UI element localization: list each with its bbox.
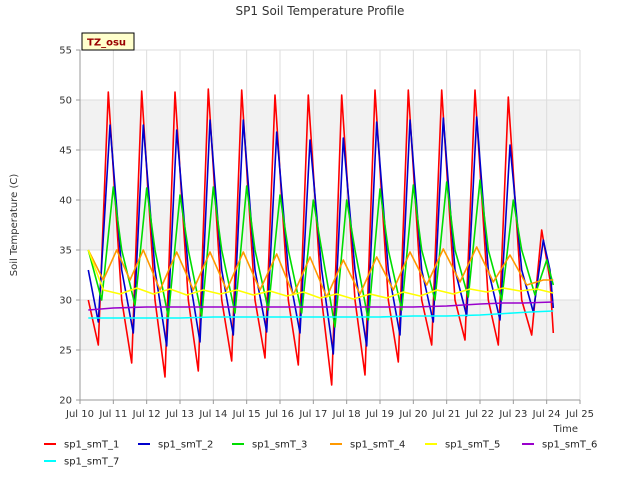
legend-label: sp1_smT_6 (542, 440, 597, 451)
legend-item-sp1_smT_2: sp1_smT_2 (138, 440, 213, 451)
x-tick-label: Jul 16 (265, 409, 294, 420)
series-line-sp1_smT_5 (87, 249, 554, 300)
legend-label: sp1_smT_7 (64, 457, 119, 468)
plot-band (80, 100, 580, 150)
legend-item-sp1_smT_6: sp1_smT_6 (522, 440, 597, 451)
legend: sp1_smT_1 sp1_smT_2 sp1_smT_3 sp1_smT_4 sp1_… (44, 440, 597, 468)
badge-text: TZ_osu (87, 38, 126, 49)
x-tick-label: Jul 11 (98, 409, 127, 420)
legend-label: sp1_smT_4 (350, 440, 405, 451)
series-layer (87, 88, 555, 386)
x-tick-label: Jul 19 (365, 409, 394, 420)
x-tick-label: Jul 12 (132, 409, 161, 420)
legend-label: sp1_smT_2 (158, 440, 213, 451)
legend-label: sp1_smT_3 (252, 440, 307, 451)
x-tick-label: Jul 10 (65, 409, 94, 420)
badge: TZ_osu (81, 32, 135, 51)
y-tick-label: 40 (59, 196, 72, 207)
y-tick-label: 55 (59, 46, 72, 57)
plot-band (80, 200, 580, 250)
x-tick-label: Jul 22 (465, 409, 494, 420)
x-tick-label: Jul 15 (232, 409, 261, 420)
x-tick-label: Jul 24 (532, 409, 561, 420)
series-line-sp1_smT_6 (88, 301, 554, 311)
x-tick-label: Jul 18 (332, 409, 361, 420)
legend-item-sp1_smT_1: sp1_smT_1 (44, 440, 119, 451)
x-tick-label: Jul 20 (398, 409, 427, 420)
legend-label: sp1_smT_1 (64, 440, 119, 451)
y-axis-title: Soil Temperature (C) (9, 174, 20, 277)
legend-item-sp1_smT_3: sp1_smT_3 (232, 440, 307, 451)
y-tick-label: 45 (59, 146, 72, 157)
y-tick-label: 30 (59, 296, 72, 307)
series-line-sp1_smT_4 (87, 246, 554, 298)
axes: 20 25 30 35 40 45 50 55 Jul 10 Jul 11 Jul 12 Jul 13… (59, 46, 594, 421)
y-tick-label: 50 (59, 96, 72, 107)
x-tick-label: Jul 13 (165, 409, 194, 420)
series-line-sp1_smT_3 (87, 179, 555, 328)
y-tick-label: 25 (59, 346, 72, 357)
x-tick-label: Jul 23 (498, 409, 527, 420)
y-tick-label: 35 (59, 246, 72, 257)
x-tick-label: Jul 21 (432, 409, 461, 420)
legend-label: sp1_smT_5 (445, 440, 500, 451)
x-tick-label: Jul 25 (565, 409, 594, 420)
legend-item-sp1_smT_4: sp1_smT_4 (330, 440, 405, 451)
badge-box (81, 32, 135, 51)
chart-title: SP1 Soil Temperature Profile (236, 4, 405, 18)
x-tick-label: Jul 17 (298, 409, 327, 420)
legend-item-sp1_smT_7: sp1_smT_7 (44, 457, 119, 468)
series-line-sp1_smT_7 (88, 310, 554, 319)
legend-item-sp1_smT_5: sp1_smT_5 (425, 440, 500, 451)
x-tick-label: Jul 14 (198, 409, 227, 420)
x-axis-title: Time (553, 424, 578, 435)
y-tick-label: 20 (59, 396, 72, 407)
